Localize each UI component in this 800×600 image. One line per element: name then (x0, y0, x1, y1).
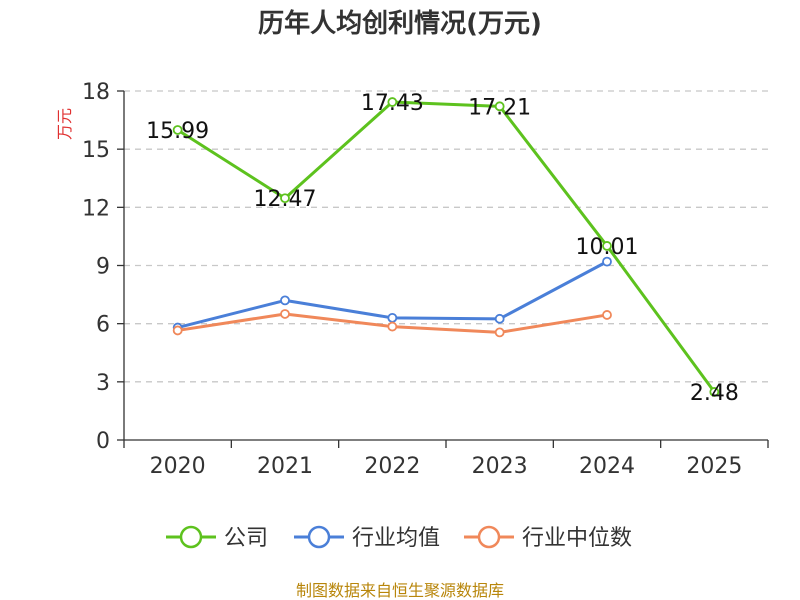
data-point-0 (280, 193, 290, 204)
series-line-0 (176, 100, 716, 393)
y-tick-label: 18 (82, 80, 110, 105)
data-point-0 (494, 101, 505, 112)
x-tick-label: 2025 (686, 454, 742, 479)
legend-label: 公司 (224, 526, 268, 551)
legend-item-1[interactable]: 行业均值 (294, 525, 440, 551)
y-tick-label: 12 (82, 196, 110, 221)
legend-item-0[interactable]: 公司 (166, 525, 268, 551)
data-label: 12.47 (254, 187, 317, 212)
legend-item-2[interactable]: 行业中位数 (464, 525, 632, 551)
legend-swatch-marker (179, 525, 203, 549)
data-point-2 (602, 310, 612, 320)
y-tick-label: 6 (96, 313, 110, 338)
data-label: 17.21 (468, 95, 531, 120)
data-point-1 (602, 256, 612, 267)
data-label: 2.48 (690, 381, 739, 406)
data-point-1 (280, 295, 290, 306)
data-label: 17.43 (361, 91, 424, 116)
data-point-1 (387, 312, 398, 323)
series (172, 97, 720, 397)
x-tick-label: 2023 (472, 454, 528, 479)
source-note: 制图数据来自恒生聚源数据库 (296, 581, 504, 600)
x-tick-label: 2020 (150, 454, 206, 479)
chart-title: 历年人均创利情况(万元) (258, 8, 542, 39)
y-axis-label: 万元 (55, 108, 74, 140)
legend-label: 行业中位数 (522, 526, 632, 551)
data-point-2 (387, 321, 398, 332)
x-tick-label: 2024 (579, 454, 635, 479)
data-point-2 (172, 325, 183, 336)
data-point-0 (602, 241, 612, 251)
x-tick-label: 2021 (257, 454, 313, 479)
data-labels: 15.99 12.47 17.43 17.21 10.01 2.48 (146, 91, 739, 406)
legend-swatch-marker (307, 525, 331, 549)
data-point-0 (709, 387, 720, 397)
y-tick-label: 9 (96, 255, 110, 280)
legend-swatch-marker (477, 525, 501, 549)
y-tick-label: 15 (82, 138, 110, 163)
legend-label: 行业均值 (352, 526, 440, 551)
data-point-2 (280, 309, 290, 319)
data-label: 15.99 (146, 119, 209, 144)
gridlines (124, 90, 768, 383)
axes: 0 3 6 9 12 15 18 2020 2021 2022 2023 2024 2025 (82, 80, 769, 479)
data-point-2 (494, 327, 505, 338)
data-point-0 (172, 125, 183, 135)
data-label: 10.01 (576, 235, 639, 260)
data-point-0 (387, 97, 398, 107)
y-tick-label: 3 (96, 371, 110, 396)
legend: 公司 行业均值 行业中位数 (166, 525, 632, 551)
y-tick-label: 0 (96, 429, 110, 454)
data-point-1 (494, 313, 505, 324)
x-tick-label: 2022 (364, 454, 420, 479)
